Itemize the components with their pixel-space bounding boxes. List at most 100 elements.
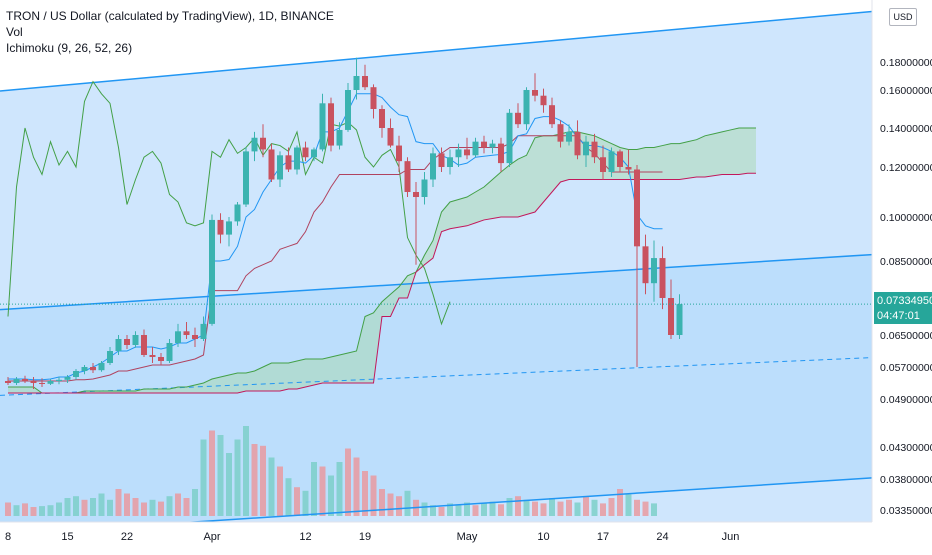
candle-body[interactable]	[464, 149, 470, 156]
candle-body[interactable]	[251, 137, 258, 152]
candle-body[interactable]	[226, 221, 232, 235]
candle-body[interactable]	[141, 335, 147, 355]
candle-body[interactable]	[668, 298, 674, 335]
price-axis-bg[interactable]	[872, 0, 932, 550]
candle-body[interactable]	[498, 143, 504, 164]
candle-body[interactable]	[243, 151, 249, 205]
candle-body[interactable]	[30, 381, 37, 383]
candle-body[interactable]	[158, 357, 164, 361]
candle-body[interactable]	[617, 151, 623, 167]
candle-body[interactable]	[234, 204, 241, 222]
candle-body[interactable]	[608, 151, 615, 172]
candle-body[interactable]	[22, 379, 28, 381]
currency-badge[interactable]: USD	[889, 8, 917, 26]
candle-body[interactable]	[413, 192, 419, 197]
candle-body[interactable]	[319, 103, 326, 150]
candle-body[interactable]	[583, 141, 589, 156]
candle-body[interactable]	[455, 149, 462, 158]
candle-body[interactable]	[107, 351, 113, 363]
candle-body[interactable]	[447, 157, 453, 167]
channel-middle-line[interactable]	[0, 253, 873, 311]
volume-bar	[464, 502, 470, 516]
price-tick-label: 0.03350000	[880, 505, 932, 517]
time-axis-bg[interactable]	[0, 522, 872, 550]
candle-body[interactable]	[115, 339, 122, 351]
candle-body[interactable]	[625, 167, 632, 170]
candle-body[interactable]	[302, 147, 309, 158]
candle-body[interactable]	[353, 76, 360, 90]
candle-body[interactable]	[481, 141, 487, 148]
candle-body[interactable]	[523, 90, 530, 125]
candle-body[interactable]	[387, 128, 394, 146]
volume-bar	[515, 496, 521, 516]
candle-body[interactable]	[217, 219, 224, 235]
candle-body[interactable]	[124, 339, 130, 345]
candle-body[interactable]	[506, 112, 513, 164]
candle-body[interactable]	[430, 153, 436, 180]
candle-body[interactable]	[260, 137, 266, 150]
candle-body[interactable]	[5, 381, 11, 383]
candle-body[interactable]	[549, 105, 555, 125]
candle-body[interactable]	[209, 219, 215, 324]
candle-body[interactable]	[600, 157, 606, 172]
candle-body[interactable]	[591, 141, 598, 158]
candle-body[interactable]	[566, 131, 572, 142]
candle-body[interactable]	[200, 323, 207, 339]
volume-bar	[90, 498, 96, 516]
ichimoku-cloud	[8, 128, 756, 393]
candle-body[interactable]	[404, 161, 411, 192]
candle-body[interactable]	[345, 90, 351, 130]
candle-body[interactable]	[532, 90, 538, 96]
candle-body[interactable]	[651, 258, 657, 284]
candle-body[interactable]	[47, 381, 54, 384]
volume-bar	[642, 501, 649, 516]
candle-body[interactable]	[676, 304, 683, 335]
candle-body[interactable]	[370, 87, 377, 109]
time-tick-label: Jun	[722, 531, 740, 543]
candle-body[interactable]	[379, 109, 385, 128]
candle-body[interactable]	[90, 367, 96, 371]
candle-body[interactable]	[294, 147, 300, 170]
candle-body[interactable]	[149, 355, 156, 357]
candle-body[interactable]	[396, 145, 402, 162]
channel-upper-line[interactable]	[0, 10, 873, 92]
candle-body[interactable]	[13, 379, 20, 383]
price-tick-label: 0.04900000	[880, 394, 932, 406]
candle-body[interactable]	[362, 76, 368, 88]
candle-body[interactable]	[634, 169, 640, 247]
candle-body[interactable]	[659, 258, 666, 298]
volume-bar	[294, 487, 300, 516]
candle-body[interactable]	[56, 379, 62, 381]
candle-body[interactable]	[183, 331, 190, 335]
candle-body[interactable]	[64, 377, 71, 380]
candle-body[interactable]	[73, 371, 79, 377]
candle-body[interactable]	[98, 363, 105, 371]
candle-body[interactable]	[277, 155, 283, 180]
candle-body[interactable]	[81, 367, 88, 371]
candle-body[interactable]	[642, 246, 649, 284]
candle-body[interactable]	[132, 335, 139, 345]
candle-body[interactable]	[438, 153, 445, 167]
candle-body[interactable]	[472, 141, 479, 156]
candle-body[interactable]	[285, 155, 292, 170]
candle-body[interactable]	[166, 343, 173, 361]
candle-body[interactable]	[311, 149, 317, 158]
candle-body[interactable]	[421, 179, 428, 198]
candle-body[interactable]	[268, 149, 275, 180]
legend-title: TRON / US Dollar (calculated by TradingV…	[6, 9, 334, 23]
candle-body[interactable]	[336, 129, 343, 146]
legend-vol[interactable]: Vol	[6, 25, 23, 39]
candle-body[interactable]	[175, 331, 181, 343]
candle-body[interactable]	[540, 95, 547, 106]
legend-ichimoku[interactable]: Ichimoku (9, 26, 52, 26)	[6, 41, 133, 55]
candle-body[interactable]	[192, 335, 198, 339]
candle-body[interactable]	[515, 112, 521, 125]
volume-bar	[277, 466, 283, 516]
candle-body[interactable]	[328, 103, 334, 146]
candle-body[interactable]	[557, 124, 564, 142]
candle-body[interactable]	[574, 131, 581, 156]
candle-body[interactable]	[39, 383, 45, 384]
candle-body[interactable]	[489, 143, 496, 148]
